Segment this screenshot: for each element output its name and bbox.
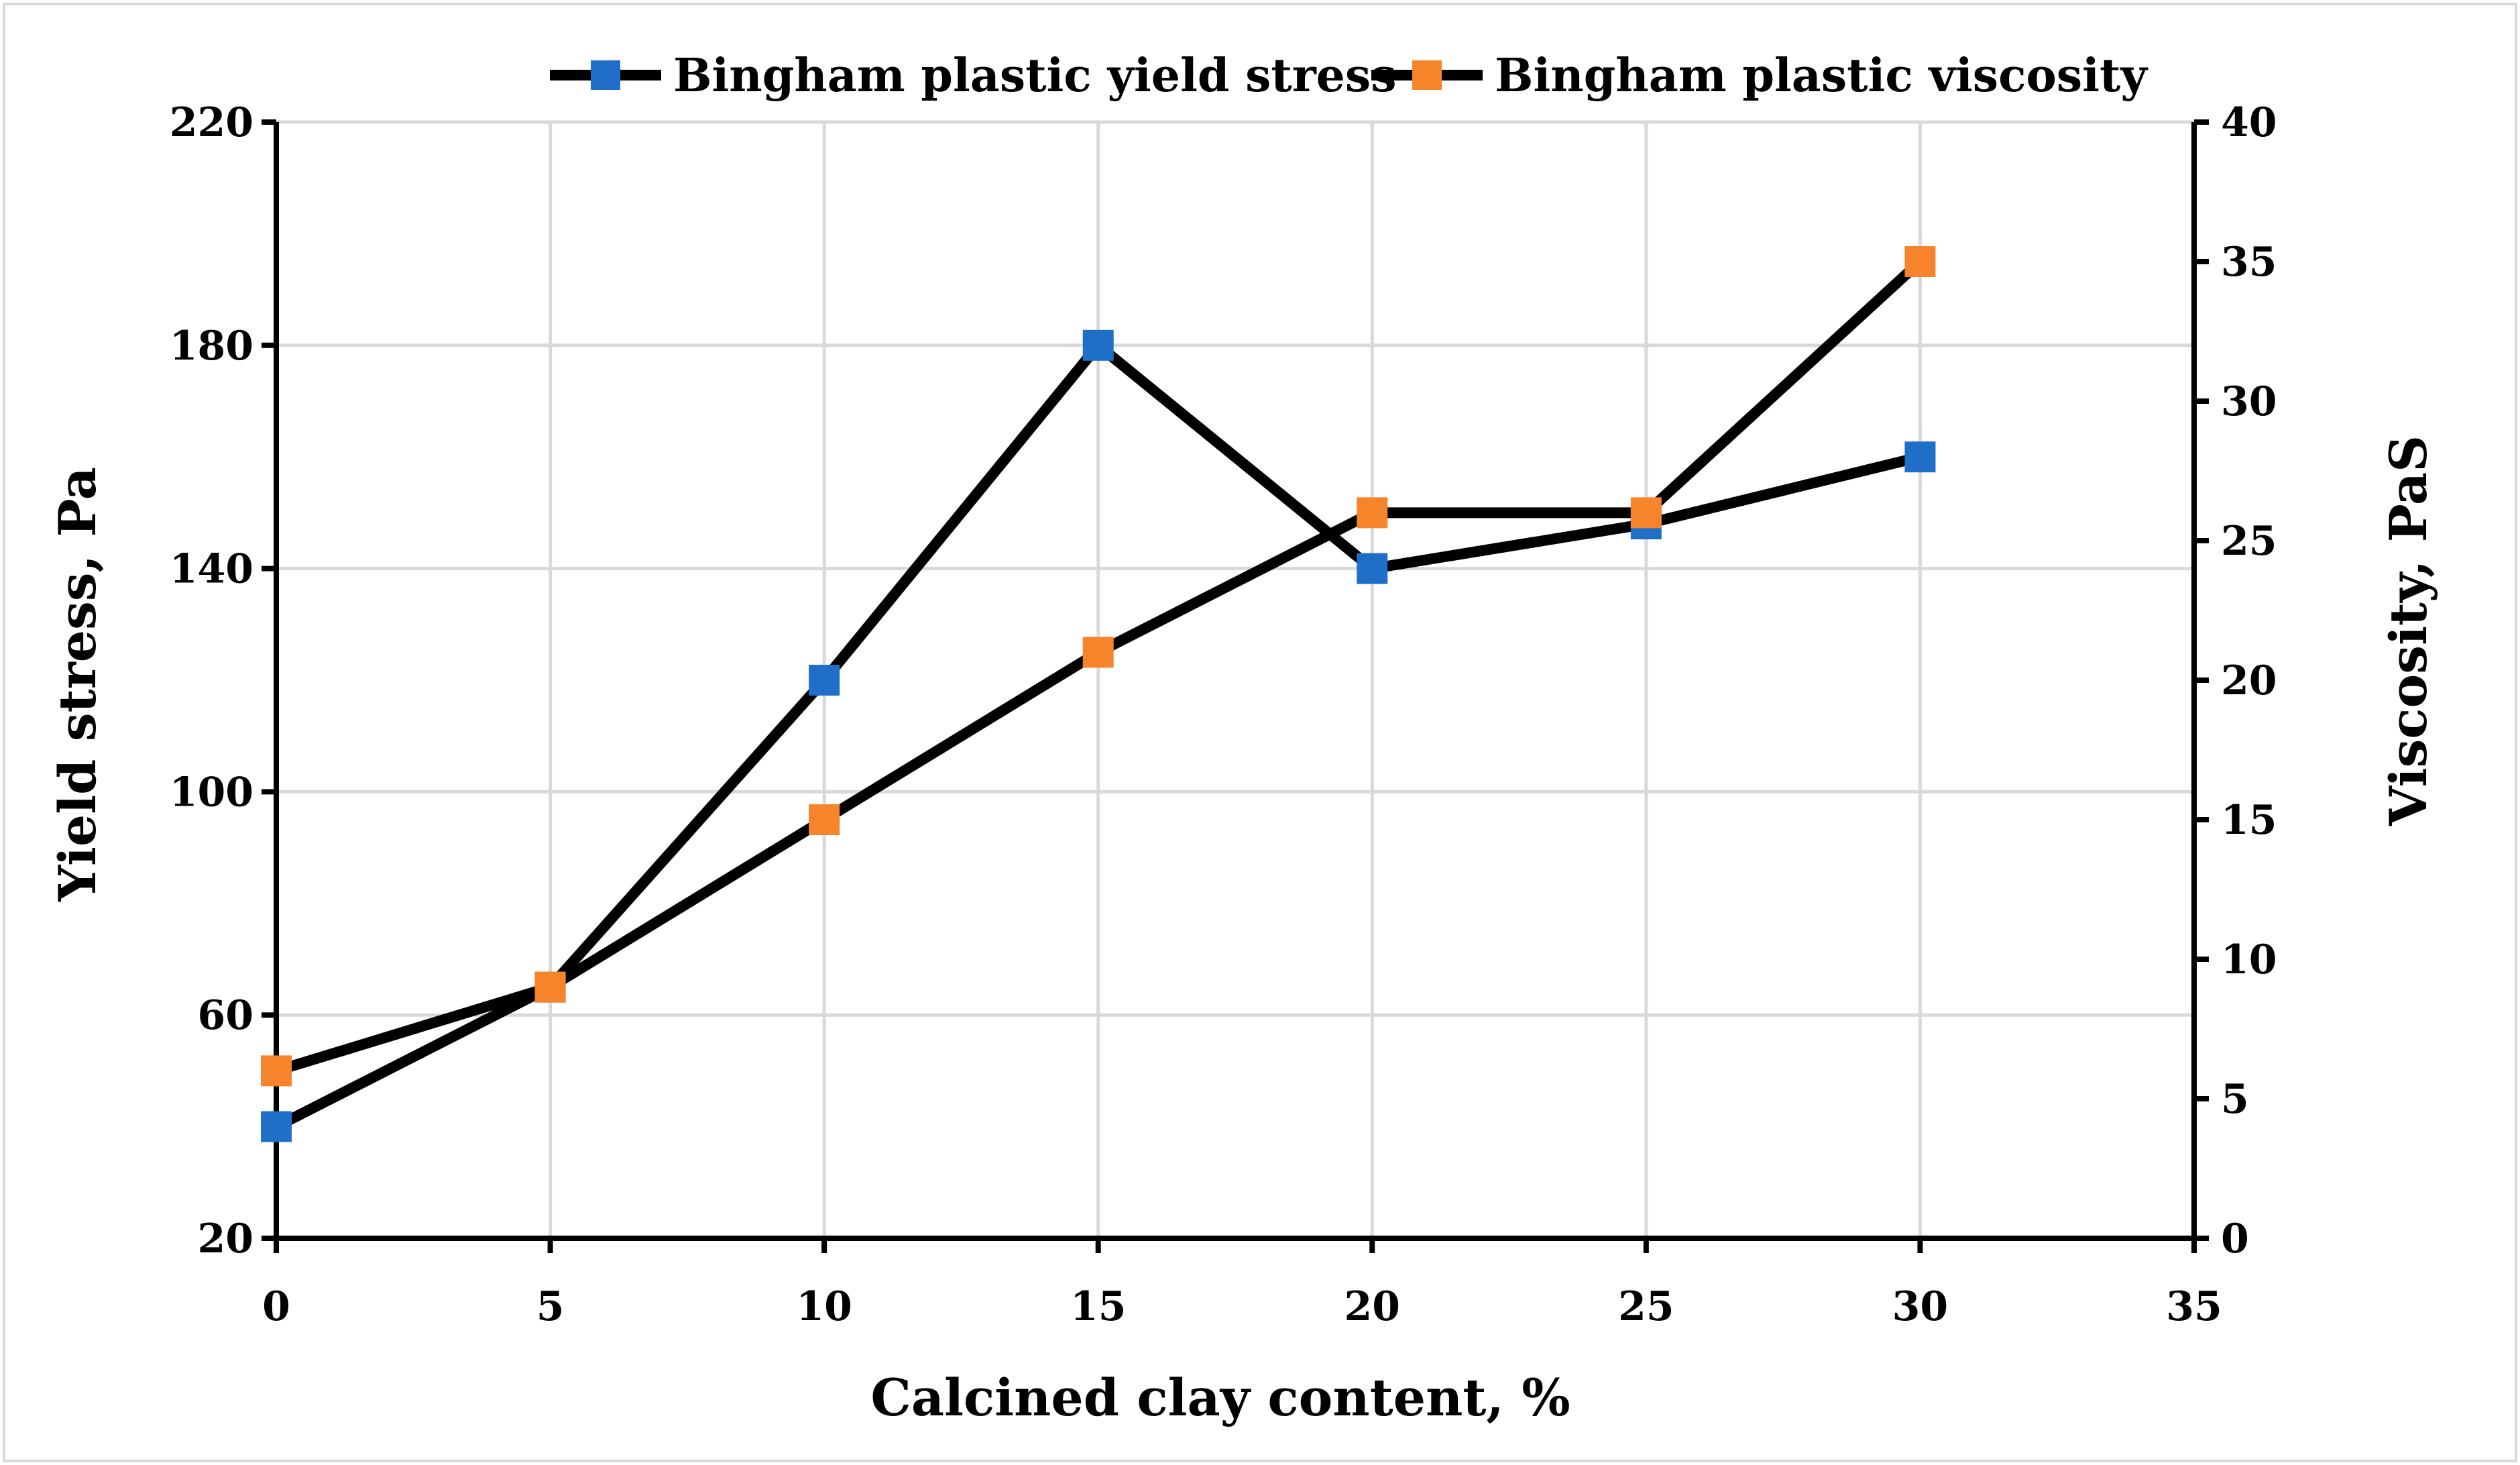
y2-tick-label: 15 [2221, 797, 2277, 844]
y2-tick-label: 30 [2221, 378, 2277, 425]
data-point-series-2 [1630, 497, 1662, 529]
x-tick-label: 25 [1618, 1283, 1674, 1330]
x-tick-label: 0 [262, 1283, 290, 1330]
y2-tick-label: 20 [2221, 657, 2277, 704]
data-point-series-1 [809, 665, 840, 696]
data-point-series-1 [1082, 329, 1114, 361]
legend-label-1: Bingham plastic yield stress [673, 49, 1396, 103]
data-point-series-1 [261, 1111, 292, 1142]
y2-tick-label: 25 [2221, 518, 2277, 565]
data-point-series-2 [1904, 246, 1936, 277]
x-tick-label: 15 [1070, 1283, 1127, 1330]
tick-labels: 0 5 10 15 20 25 30 35 20 60 100 140 180 220 0 5 10 15 20 25… [170, 99, 2277, 1330]
chart-frame [3, 3, 2517, 1462]
x-tick-label: 10 [796, 1283, 852, 1330]
x-axis-title: Calcined clay content, % [870, 1368, 1570, 1427]
axes [262, 119, 2209, 1253]
x-tick-label: 35 [2166, 1283, 2222, 1330]
legend-marker-2 [1412, 60, 1442, 90]
legend-marker-1 [591, 60, 620, 90]
data-point-series-2 [1082, 637, 1114, 668]
y-tick-label: 180 [170, 323, 253, 370]
data-point-series-2 [261, 1055, 292, 1087]
x-tick-label: 20 [1344, 1283, 1401, 1330]
grid [276, 120, 2194, 1238]
x-tick-label: 30 [1892, 1283, 1949, 1330]
data-point-series-2 [809, 804, 840, 835]
data-point-series-2 [534, 971, 566, 1003]
y2-tick-label: 10 [2221, 936, 2277, 983]
data-point-series-1 [1904, 441, 1936, 473]
y-tick-label: 100 [170, 769, 253, 816]
y2-tick-label: 5 [2221, 1076, 2249, 1123]
series [261, 246, 1936, 1142]
y-tick-label: 220 [170, 99, 253, 146]
x-tick-label: 5 [536, 1283, 565, 1330]
y-axis-title: Yield stress, Pa [48, 467, 107, 902]
y-tick-label: 20 [198, 1215, 254, 1262]
data-point-series-1 [1357, 553, 1388, 584]
y2-tick-label: 35 [2221, 239, 2277, 286]
legend: Bingham plastic yield stress Bingham plas… [550, 49, 2149, 103]
y-tick-label: 60 [198, 992, 254, 1039]
data-point-series-2 [1357, 497, 1388, 529]
y2-tick-label: 0 [2221, 1215, 2249, 1262]
y2-axis-title: Viscosity, PaS [2379, 435, 2438, 826]
y2-tick-label: 40 [2221, 99, 2277, 146]
legend-label-2: Bingham plastic viscosity [1495, 49, 2149, 103]
y-tick-label: 140 [170, 546, 253, 593]
